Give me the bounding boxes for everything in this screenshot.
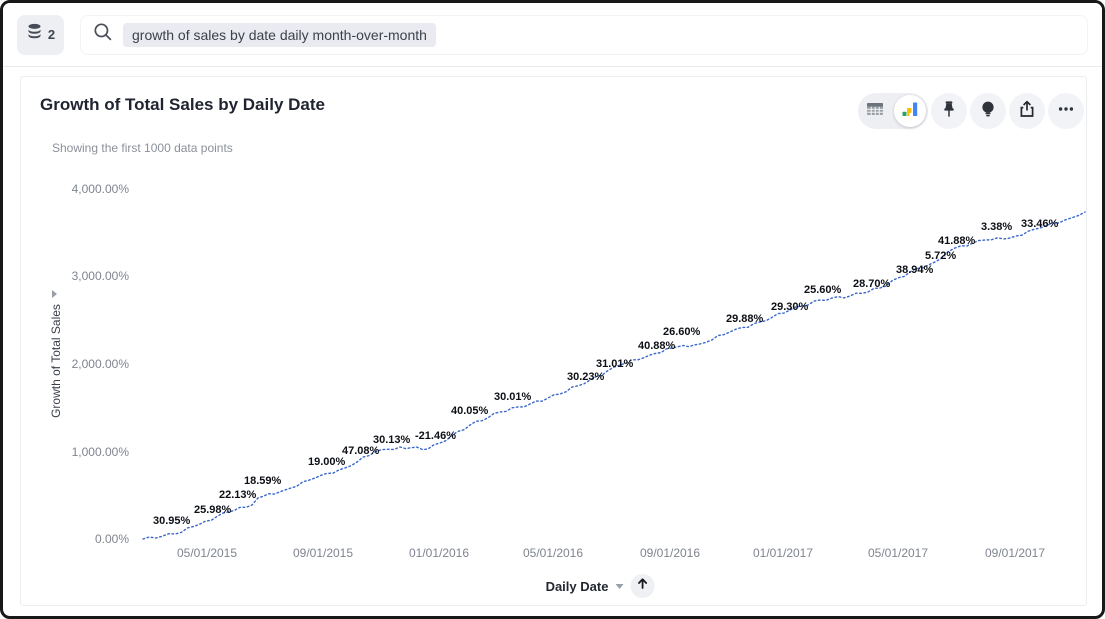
y-axis-tick-label: 1,000.00% <box>72 445 130 459</box>
answer-card: Growth of Total Sales by Daily Date Show… <box>20 76 1087 606</box>
y-axis-menu-caret-icon[interactable] <box>52 290 57 298</box>
data-point-label: 30.95% <box>153 515 191 527</box>
data-point-label: 29.30% <box>771 301 809 313</box>
data-sources-chip[interactable]: 2 <box>17 14 64 55</box>
share-button[interactable] <box>1009 93 1045 129</box>
insights-button[interactable] <box>970 93 1006 129</box>
data-point-label: 18.59% <box>244 475 282 487</box>
answer-toolbar <box>858 93 1084 129</box>
more-actions-button[interactable] <box>1048 93 1084 129</box>
pin-button[interactable] <box>931 93 967 129</box>
pin-icon <box>940 100 958 123</box>
chart-title: Growth of Total Sales by Daily Date <box>40 95 325 114</box>
search-icon <box>93 22 113 47</box>
chart-subtitle: Showing the first 1000 data points <box>52 141 233 155</box>
table-icon <box>866 100 884 123</box>
x-axis-tick-label: 09/01/2017 <box>985 546 1045 560</box>
x-axis-tick-label: 05/01/2017 <box>868 546 928 560</box>
ellipsis-icon <box>1057 100 1075 123</box>
data-point-label: 5.72% <box>925 250 956 262</box>
data-point-label: -21.46% <box>415 430 456 442</box>
data-point-label: 30.13% <box>373 434 411 446</box>
sort-ascending-button[interactable] <box>630 574 655 598</box>
table-view-button[interactable] <box>858 93 892 129</box>
x-axis-tick-label: 09/01/2015 <box>293 546 353 560</box>
data-point-label: 29.88% <box>726 313 764 325</box>
search-query-token[interactable]: growth of sales by date daily month-over… <box>123 22 436 47</box>
search-input[interactable]: growth of sales by date daily month-over… <box>80 14 1088 55</box>
database-icon <box>26 23 43 46</box>
chart-icon <box>901 100 919 123</box>
data-point-label: 26.60% <box>663 326 701 338</box>
x-axis-control: Daily Date <box>546 574 655 598</box>
data-point-label: 31.01% <box>596 358 634 370</box>
data-sources-count: 2 <box>47 27 56 42</box>
data-point-label: 47.08% <box>342 445 380 457</box>
data-point-label: 19.00% <box>308 456 346 468</box>
data-point-label: 22.13% <box>219 489 257 501</box>
x-axis-tick-label: 01/01/2017 <box>753 546 813 560</box>
data-point-label: 28.70% <box>853 278 891 290</box>
x-axis-tick-label: 01/01/2016 <box>409 546 469 560</box>
y-axis-tick-label: 0.00% <box>95 532 129 546</box>
data-point-label: 40.88% <box>638 340 676 352</box>
data-point-label: 30.23% <box>567 371 605 383</box>
topbar: 2 growth of sales by date daily month-ov… <box>3 3 1102 67</box>
data-point-label: 38.94% <box>896 264 934 276</box>
y-axis-tick-label: 3,000.00% <box>72 269 130 283</box>
series-line <box>142 211 1086 540</box>
data-point-label: 41.88% <box>938 235 976 247</box>
data-point-label: 30.01% <box>494 391 532 403</box>
x-axis-tick-label: 05/01/2016 <box>523 546 583 560</box>
lightbulb-icon <box>979 100 997 123</box>
display-mode-toggle <box>858 93 928 129</box>
x-axis-menu-caret-icon[interactable] <box>615 583 624 589</box>
y-axis-tick-label: 2,000.00% <box>72 357 130 371</box>
y-axis-title[interactable]: Growth of Total Sales <box>49 304 63 418</box>
chart-area: 4,000.00% 3,000.00% 2,000.00% 1,000.00% 0.00… <box>21 77 1086 604</box>
x-axis-title[interactable]: Daily Date <box>545 578 609 594</box>
chart-plot: 4,000.00% 3,000.00% 2,000.00% 1,000.00% 0.00… <box>72 182 1086 560</box>
y-axis-tick-label: 4,000.00% <box>72 182 130 196</box>
arrow-up-icon <box>636 577 648 595</box>
x-axis-tick-label: 09/01/2016 <box>640 546 700 560</box>
data-point-label: 40.05% <box>451 405 489 417</box>
data-point-label: 33.46% <box>1021 218 1059 230</box>
data-point-label: 25.60% <box>804 284 842 296</box>
data-point-label: 25.98% <box>194 504 232 516</box>
x-axis-tick-label: 05/01/2015 <box>177 546 237 560</box>
share-icon <box>1018 100 1036 123</box>
chart-view-button[interactable] <box>894 95 926 127</box>
data-point-label: 3.38% <box>981 221 1012 233</box>
